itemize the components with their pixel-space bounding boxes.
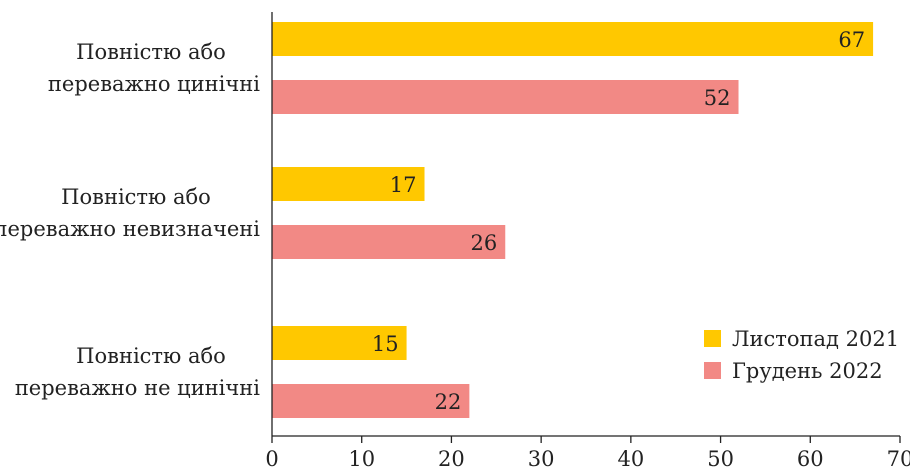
bar-3-грудень-2022 <box>272 384 470 418</box>
x-tick-label-60: 60 <box>797 447 824 470</box>
bar-2-листопад-2021 <box>272 167 425 201</box>
bar-3-листопад-2021 <box>272 326 407 360</box>
value-label-1-листопад-2021: 67 <box>838 28 865 52</box>
category-label-2-line-1: Повністю або <box>61 185 211 209</box>
x-tick-label-10: 10 <box>348 447 375 470</box>
category-label-1-line-1: Повністю або <box>76 40 226 64</box>
category-labels-group: Повністю або переважно цинічні Повністю аб… <box>0 40 260 400</box>
bar-2-грудень-2022 <box>272 225 506 259</box>
value-label-2-листопад-2021: 17 <box>390 173 417 197</box>
x-tick-label-40: 40 <box>617 447 644 470</box>
value-label-3-грудень-2022: 22 <box>435 390 462 414</box>
x-tick-label-0: 0 <box>265 447 278 470</box>
legend-label-листопад-2021: Листопад 2021 <box>732 327 899 351</box>
legend-swatch-грудень-2022 <box>704 362 721 379</box>
category-label-3-line-1: Повністю або <box>76 344 226 368</box>
legend: Листопад 2021 Грудень 2022 <box>704 327 899 383</box>
category-label-3-line-2: переважно не цинічні <box>15 376 260 400</box>
x-tick-label-30: 30 <box>528 447 555 470</box>
x-tick-label-70: 70 <box>887 447 910 470</box>
legend-swatch-листопад-2021 <box>704 330 721 347</box>
bars-group <box>272 22 874 418</box>
x-ticks-group: 0 10 20 30 40 50 60 70 <box>265 436 910 470</box>
legend-label-грудень-2022: Грудень 2022 <box>732 359 883 383</box>
value-label-2-грудень-2022: 26 <box>471 231 498 255</box>
category-label-2-line-2: переважно невизначені <box>0 217 260 241</box>
value-label-1-грудень-2022: 52 <box>704 86 731 110</box>
x-tick-label-50: 50 <box>707 447 734 470</box>
axes-group <box>271 12 900 437</box>
bar-1-грудень-2022 <box>272 80 739 114</box>
bar-1-листопад-2021 <box>272 22 874 56</box>
category-label-1-line-2: переважно цинічні <box>48 72 260 96</box>
value-label-3-листопад-2021: 15 <box>372 332 399 356</box>
value-labels-group: 67 52 17 26 15 22 <box>372 28 865 414</box>
x-tick-label-20: 20 <box>438 447 465 470</box>
